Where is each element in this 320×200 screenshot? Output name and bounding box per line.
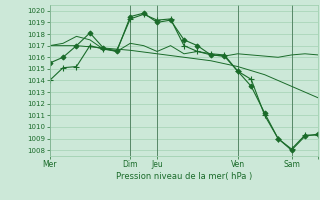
X-axis label: Pression niveau de la mer( hPa ): Pression niveau de la mer( hPa ) <box>116 172 252 181</box>
